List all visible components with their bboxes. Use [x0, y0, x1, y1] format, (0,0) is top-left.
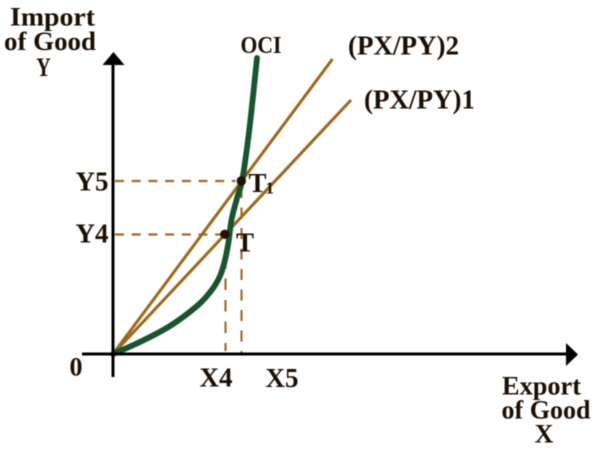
svg-text:T: T [249, 168, 267, 198]
svg-text:(PX/PY)1: (PX/PY)1 [364, 85, 475, 115]
svg-text:(PX/PY)2: (PX/PY)2 [348, 31, 459, 61]
svg-text:Export: Export [502, 372, 581, 401]
svg-text:X: X [535, 420, 554, 449]
svg-text:X4: X4 [200, 363, 233, 393]
svg-text:Y4: Y4 [76, 219, 109, 249]
svg-text:T: T [236, 228, 254, 258]
svg-text:of Good: of Good [4, 27, 97, 56]
svg-text:OCI: OCI [241, 33, 282, 59]
svg-text:Y5: Y5 [76, 167, 109, 197]
svg-text:X5: X5 [266, 363, 299, 393]
svg-text:1: 1 [266, 179, 275, 198]
svg-text:0: 0 [70, 353, 83, 382]
svg-text:Y: Y [36, 53, 51, 82]
svg-text:Import: Import [10, 3, 95, 32]
svg-text:of Good: of Good [502, 396, 592, 425]
